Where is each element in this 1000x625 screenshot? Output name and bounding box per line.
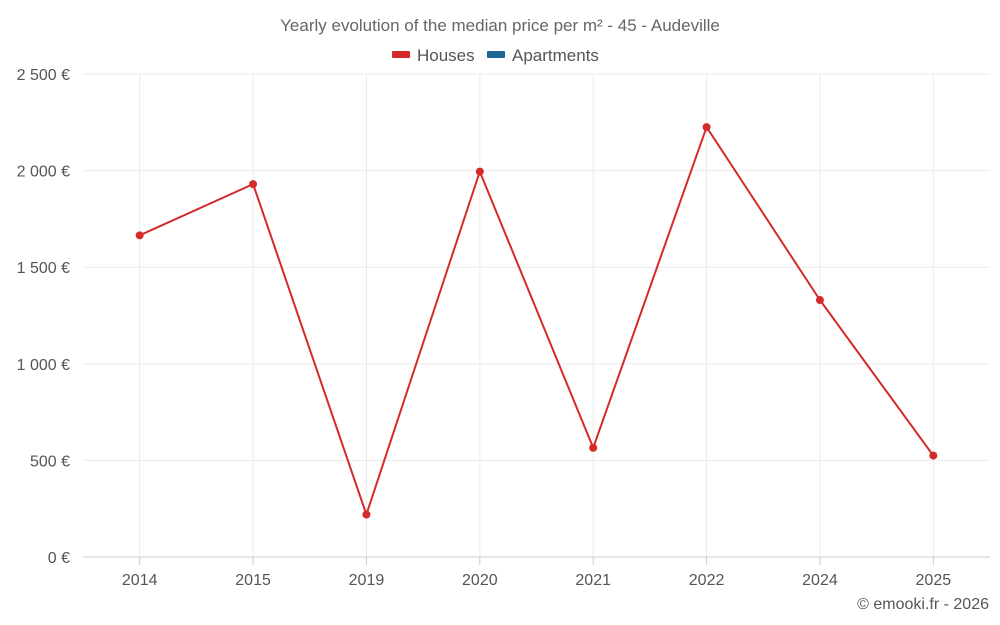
- legend-label-houses: Houses: [417, 46, 475, 65]
- x-tick-label: 2020: [462, 572, 498, 589]
- x-tick-label: 2025: [916, 572, 952, 589]
- y-tick-label: 2 500 €: [17, 67, 70, 84]
- legend-item-houses[interactable]: Houses: [392, 46, 475, 65]
- y-axis-ticks: 0 € 500 € 1 000 € 1 500 € 2 000 € 2 500 €: [17, 67, 70, 567]
- y-tick-label: 1 000 €: [17, 357, 70, 374]
- legend-item-apartments[interactable]: Apartments: [487, 46, 599, 65]
- legend-swatch-apartments: [487, 51, 505, 58]
- data-point-houses-2025[interactable]: [929, 451, 938, 460]
- x-tick-label: 2019: [349, 572, 385, 589]
- y-tick-label: 2 000 €: [17, 164, 70, 181]
- series-layer: [135, 123, 938, 519]
- series-line-houses: [139, 126, 935, 516]
- data-point-houses-2019[interactable]: [362, 510, 371, 519]
- chart-title: Yearly evolution of the median price per…: [280, 16, 720, 35]
- x-tick-label: 2024: [802, 572, 838, 589]
- x-tick-label: 2021: [575, 572, 611, 589]
- data-point-houses-2021[interactable]: [589, 443, 598, 452]
- data-point-houses-2022[interactable]: [702, 123, 711, 132]
- data-point-houses-2024[interactable]: [815, 296, 824, 305]
- data-point-houses-2015[interactable]: [249, 180, 258, 189]
- y-tick-label: 0 €: [48, 550, 70, 567]
- y-tick-label: 1 500 €: [17, 260, 70, 277]
- legend-swatch-houses: [392, 51, 410, 58]
- data-point-houses-2020[interactable]: [475, 167, 484, 176]
- grid-lines: [83, 73, 990, 557]
- data-point-houses-2014[interactable]: [135, 231, 144, 240]
- legend-label-apartments: Apartments: [512, 46, 599, 65]
- y-tick-label: 500 €: [30, 453, 70, 470]
- x-tick-label: 2014: [122, 572, 158, 589]
- credit-text: © emooki.fr - 2026: [857, 596, 989, 613]
- x-axis-ticks: 2014 2015 2019 2020 2021 2022 2024 2025: [122, 557, 951, 589]
- legend: Houses Apartments: [392, 46, 599, 65]
- x-tick-label: 2022: [689, 572, 725, 589]
- x-tick-label: 2015: [235, 572, 271, 589]
